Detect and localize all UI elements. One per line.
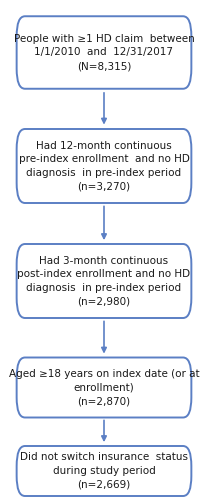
FancyBboxPatch shape [17, 358, 191, 418]
FancyBboxPatch shape [17, 16, 191, 89]
Text: Had 3-month continuous
post-index enrollment and no HD
diagnosis  in pre-index p: Had 3-month continuous post-index enroll… [17, 256, 191, 306]
FancyBboxPatch shape [17, 446, 191, 496]
Text: Had 12-month continuous
pre-index enrollment  and no HD
diagnosis  in pre-index : Had 12-month continuous pre-index enroll… [19, 140, 189, 192]
Text: Did not switch insurance  status
during study period
(n=2,669): Did not switch insurance status during s… [20, 452, 188, 490]
FancyBboxPatch shape [17, 129, 191, 203]
Text: Aged ≥18 years on index date (or at
enrollment)
(n=2,870): Aged ≥18 years on index date (or at enro… [9, 369, 199, 406]
FancyBboxPatch shape [17, 244, 191, 318]
Text: People with ≥1 HD claim  between
1/1/2010  and  12/31/2017
(N=8,315): People with ≥1 HD claim between 1/1/2010… [14, 34, 194, 71]
